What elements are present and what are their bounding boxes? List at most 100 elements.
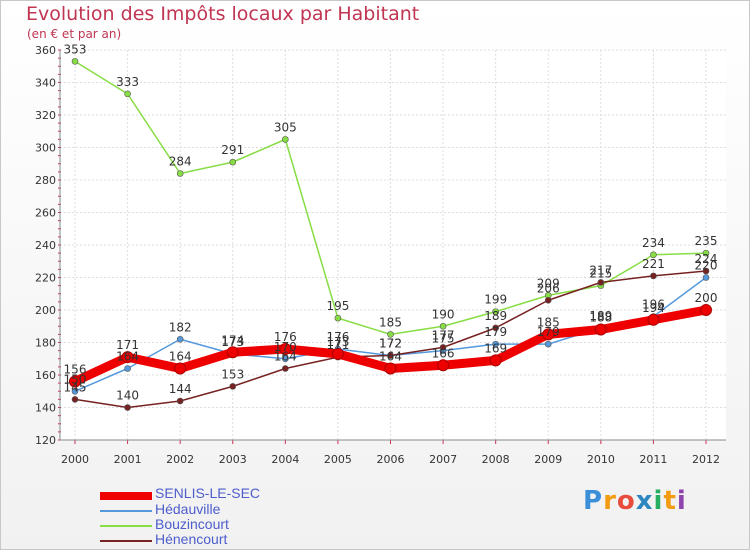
data-label-1: 172 [379,337,402,351]
legend-swatch-bouzincourt [100,525,152,527]
data-label-1: 189 [589,309,612,323]
data-label-0: 156 [64,363,87,377]
data-label-3: 153 [221,367,244,381]
data-point-0 [437,359,450,372]
data-label-2: 215 [589,267,612,281]
data-label-3: 177 [432,328,455,342]
y-tick-label: 360 [35,44,56,57]
y-tick-label: 320 [35,109,56,122]
data-point-3 [492,324,499,332]
data-point-3 [650,272,657,280]
data-point-3 [71,396,79,403]
data-point-2 [124,90,131,98]
data-label-0: 171 [116,338,139,352]
data-point-2 [650,251,657,259]
data-point-2 [282,136,289,143]
data-label-0: 169 [484,341,507,355]
data-point-3 [544,296,552,304]
data-point-2 [176,170,184,177]
data-label-3: 171 [326,338,349,352]
data-label-0: 174 [221,333,244,347]
data-point-1 [544,340,552,348]
data-label-1: 179 [484,325,507,339]
data-label-3: 145 [64,380,87,394]
y-tick-label: 180 [35,337,56,350]
data-label-2: 291 [221,143,244,157]
data-label-0: 185 [537,315,560,329]
logo-letter: x [635,486,654,516]
legend-label-bouzincourt: Bouzincourt [155,516,229,532]
data-label-1: 196 [642,298,665,312]
data-point-1 [124,365,131,372]
data-label-0: 188 [589,311,612,325]
x-tick-label: 2012 [692,453,720,466]
x-tick-label: 2006 [377,453,405,466]
data-point-0 [384,362,397,375]
data-label-2: 333 [116,75,139,89]
data-point-0 [542,328,555,341]
data-point-3 [387,352,394,359]
data-label-3: 217 [589,263,612,277]
data-point-3 [282,365,289,372]
data-label-2: 305 [274,120,297,134]
data-label-3: 189 [484,309,507,323]
x-tick-label: 2008 [482,453,510,466]
y-tick-label: 280 [35,174,56,187]
data-label-1: 175 [432,332,455,346]
data-label-3: 224 [695,252,718,266]
x-tick-label: 2007 [429,453,457,466]
data-label-0: 164 [379,350,402,364]
x-tick-label: 2000 [61,453,89,466]
y-tick-label: 300 [35,142,56,155]
y-tick-label: 220 [35,272,56,285]
data-label-2: 199 [484,293,507,307]
data-label-2: 209 [537,276,560,290]
data-point-0 [489,354,502,367]
data-label-1: 220 [695,259,718,273]
data-label-2: 235 [695,234,718,248]
x-tick-label: 2002 [166,453,194,466]
data-label-0: 173 [326,335,349,349]
data-label-1: 182 [169,320,192,334]
chart-subtitle: (en € et par an) [27,27,122,41]
data-point-1 [282,355,289,363]
data-label-1: 179 [537,325,560,339]
x-tick-label: 2011 [639,453,667,466]
data-label-3: 172 [379,337,402,351]
legend-swatch-henencourt [100,540,152,542]
x-tick-label: 2005 [324,453,352,466]
data-point-3 [176,397,184,405]
x-tick-label: 2003 [219,453,247,466]
data-label-2: 190 [432,307,455,321]
logo-letter: o [616,486,636,516]
logo-letter: r [603,486,617,516]
data-label-0: 164 [169,350,192,364]
x-tick-label: 2009 [534,453,562,466]
legend-label-hedauville: Hédauville [155,501,221,517]
legend-swatch-hedauville [100,510,152,512]
data-point-0 [700,304,712,316]
y-tick-label: 140 [35,402,56,415]
data-point-3 [597,279,605,286]
logo-letter: P [583,486,604,516]
data-point-2 [71,58,79,65]
data-label-1: 164 [116,350,139,364]
data-point-3 [229,383,237,390]
data-label-3: 164 [274,350,297,364]
data-point-0 [121,351,134,364]
y-tick-label: 200 [35,304,56,317]
data-point-0 [331,347,344,360]
data-point-1 [176,335,184,343]
y-tick-label: 160 [35,369,56,382]
data-point-0 [594,323,607,336]
logo-letter: i [676,486,687,516]
data-point-2 [439,322,447,330]
data-label-0: 166 [432,346,455,360]
data-point-2 [492,308,499,315]
data-label-0: 194 [642,301,665,315]
chart-title: Evolution des Impôts locaux par Habitant [26,3,420,25]
data-point-1 [492,340,499,348]
data-point-2 [702,249,710,257]
data-point-3 [702,267,710,275]
legend-swatch-senlis [100,492,152,500]
